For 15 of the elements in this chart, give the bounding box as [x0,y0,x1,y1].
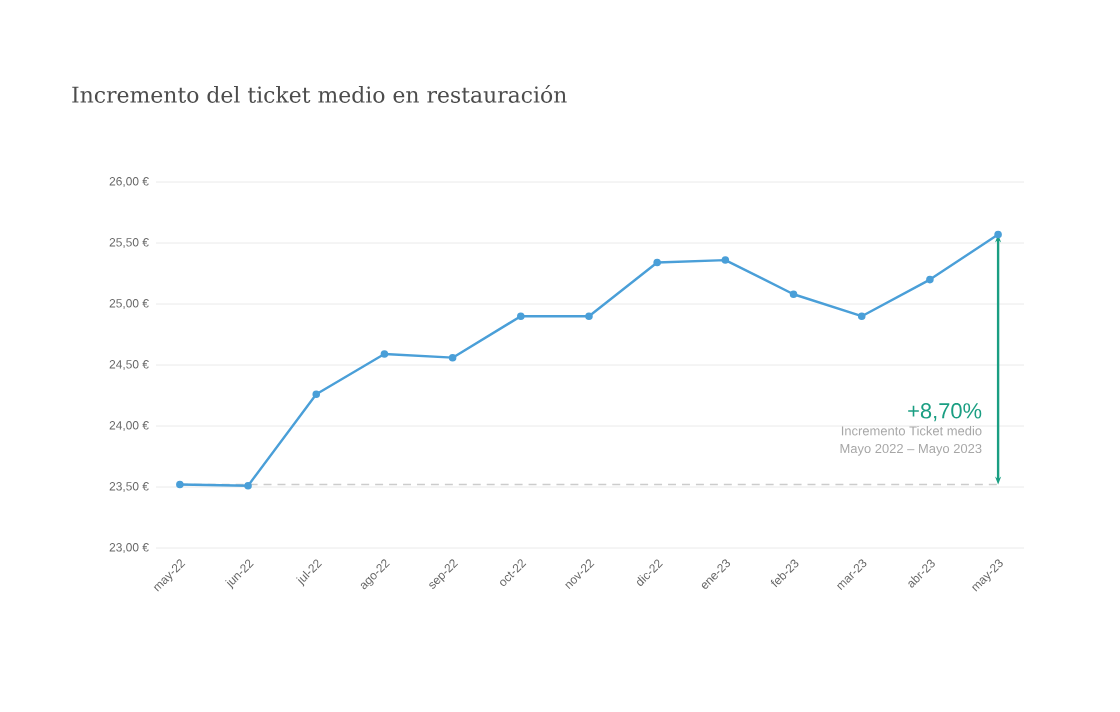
point [176,480,184,489]
point [994,230,1002,239]
annotation: +8,70% [908,403,982,422]
point [789,290,798,299]
point [926,275,934,284]
point [448,353,457,362]
point [380,350,389,358]
point [653,258,661,267]
point [857,312,866,320]
point [517,312,525,320]
point [585,312,593,320]
point [244,481,252,490]
point [721,256,730,264]
chart-title: Incremento del ticket medio en restauración [72,85,567,103]
point [312,390,321,399]
